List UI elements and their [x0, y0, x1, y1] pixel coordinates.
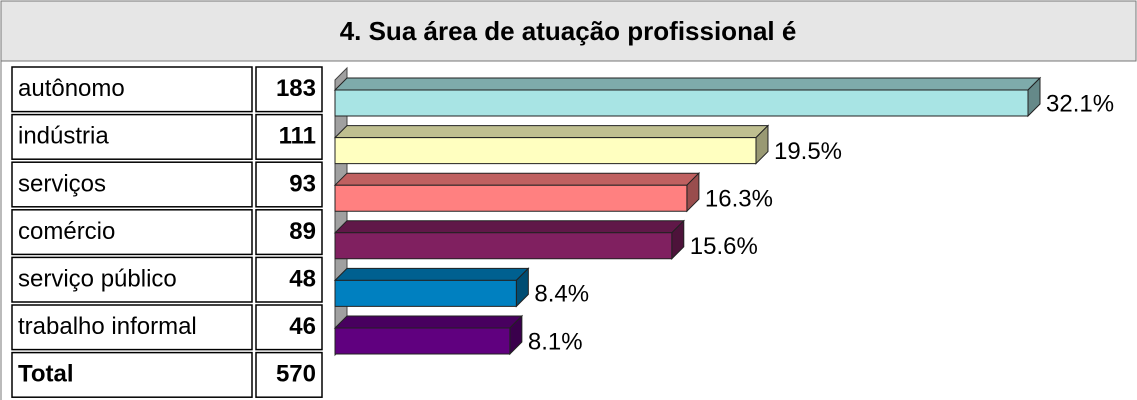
- value-label: 8.1%: [528, 328, 583, 355]
- table-cell: [255, 304, 323, 351]
- table-cell: [11, 66, 253, 113]
- bar-face: [334, 327, 511, 355]
- table-cell: [11, 256, 253, 303]
- count-label: 93: [289, 170, 316, 197]
- bar: [333, 267, 530, 308]
- bar-face: [333, 315, 524, 329]
- value-label: 16.3%: [705, 186, 773, 213]
- table-cell: [11, 351, 253, 398]
- category-label: serviços: [18, 170, 106, 197]
- chart-title: 4. Sua área de atuação profissional é: [340, 16, 797, 46]
- bar-face: [333, 267, 530, 281]
- count-label: 111: [279, 123, 316, 150]
- bar-face: [334, 89, 1029, 117]
- table-cell: [255, 209, 323, 256]
- title-bar: [0, 0, 1137, 62]
- count-label: 46: [289, 313, 316, 340]
- table-cell: [11, 209, 253, 256]
- category-label: trabalho informal: [18, 313, 197, 340]
- bar: [333, 314, 524, 356]
- bar: [333, 171, 701, 213]
- total-value: 570: [276, 361, 316, 388]
- category-label: indústria: [18, 123, 109, 150]
- count-label: 48: [289, 266, 316, 293]
- bar: [333, 219, 685, 261]
- table-cell: [11, 161, 253, 208]
- table-cell: [255, 256, 323, 303]
- category-label: serviço público: [18, 266, 177, 293]
- table-cell: [255, 113, 323, 160]
- bar-face: [334, 184, 688, 212]
- table-cell: [255, 161, 323, 208]
- bar-face: [333, 125, 770, 139]
- value-label: 15.6%: [690, 233, 758, 260]
- value-label: 32.1%: [1046, 90, 1114, 117]
- table-cell: [11, 304, 253, 351]
- count-label: 183: [276, 75, 316, 102]
- value-label: 19.5%: [774, 138, 842, 165]
- bar-face: [333, 220, 685, 234]
- category-label: autônomo: [18, 75, 125, 102]
- bar-face: [334, 137, 757, 165]
- bar: [333, 124, 770, 165]
- bar-face: [333, 77, 1042, 91]
- value-label: 8.4%: [534, 281, 589, 308]
- bar-face: [334, 232, 673, 260]
- table-cell: [255, 66, 323, 113]
- count-label: 89: [289, 218, 316, 245]
- bar-face: [334, 279, 517, 307]
- bar-face: [333, 172, 701, 186]
- table-cell: [255, 351, 323, 398]
- bar: [333, 76, 1042, 118]
- total-label: Total: [18, 361, 74, 388]
- table-cell: [11, 113, 253, 160]
- category-label: comércio: [18, 218, 115, 245]
